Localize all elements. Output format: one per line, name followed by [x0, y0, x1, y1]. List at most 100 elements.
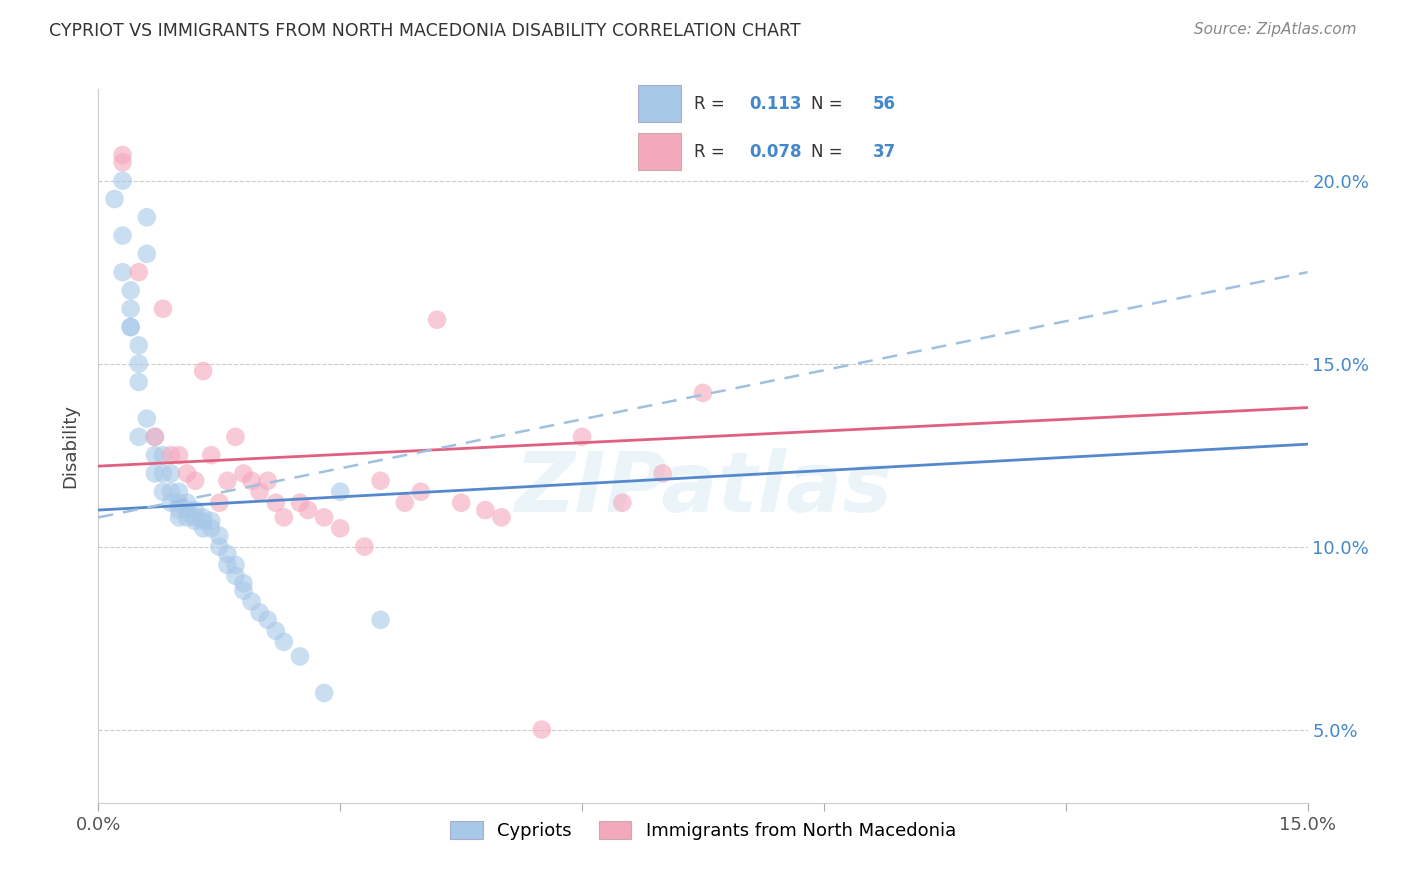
Text: 0.078: 0.078: [749, 143, 801, 161]
Point: [184, 474, 207, 488]
Point: [314, 510, 336, 524]
Point: [120, 284, 142, 298]
Point: [143, 430, 166, 444]
Point: [143, 448, 166, 462]
Point: [167, 503, 190, 517]
Point: [571, 430, 593, 444]
Point: [135, 247, 157, 261]
Point: [426, 312, 449, 326]
Point: [176, 467, 198, 481]
Point: [167, 448, 190, 462]
Text: ZIPatlas: ZIPatlas: [515, 449, 891, 529]
Text: 37: 37: [873, 143, 897, 161]
Point: [264, 496, 287, 510]
Point: [394, 496, 416, 510]
Text: Source: ZipAtlas.com: Source: ZipAtlas.com: [1194, 22, 1357, 37]
Text: N =: N =: [811, 143, 848, 161]
Point: [256, 613, 278, 627]
Point: [111, 228, 134, 243]
Point: [200, 514, 222, 528]
Point: [288, 649, 311, 664]
Point: [120, 320, 142, 334]
Point: [120, 320, 142, 334]
Point: [111, 265, 134, 279]
Point: [135, 211, 157, 225]
Point: [128, 338, 150, 352]
Point: [160, 448, 183, 462]
Text: R =: R =: [693, 95, 730, 112]
Point: [217, 558, 239, 572]
Point: [184, 510, 207, 524]
Point: [200, 521, 222, 535]
Point: [530, 723, 553, 737]
Point: [208, 496, 231, 510]
Point: [217, 547, 239, 561]
Point: [329, 521, 352, 535]
Point: [249, 606, 271, 620]
Point: [193, 510, 215, 524]
Point: [160, 496, 183, 510]
Text: 56: 56: [873, 95, 896, 112]
FancyBboxPatch shape: [638, 85, 682, 122]
Point: [224, 430, 246, 444]
Point: [370, 474, 392, 488]
Point: [152, 448, 174, 462]
Point: [193, 514, 215, 528]
Point: [224, 569, 246, 583]
Point: [208, 529, 231, 543]
Point: [273, 510, 295, 524]
Point: [240, 594, 263, 608]
Point: [256, 474, 278, 488]
Point: [249, 484, 271, 499]
Point: [128, 375, 150, 389]
Point: [208, 540, 231, 554]
Point: [184, 514, 207, 528]
Point: [240, 474, 263, 488]
Point: [184, 503, 207, 517]
Point: [288, 496, 311, 510]
Point: [474, 503, 496, 517]
Point: [297, 503, 319, 517]
Point: [200, 448, 222, 462]
Point: [273, 634, 295, 648]
Point: [128, 265, 150, 279]
Point: [409, 484, 432, 499]
Point: [103, 192, 125, 206]
Point: [232, 467, 254, 481]
Point: [450, 496, 472, 510]
Point: [370, 613, 392, 627]
Point: [692, 386, 714, 401]
Point: [160, 484, 183, 499]
Point: [128, 430, 150, 444]
Point: [176, 503, 198, 517]
Point: [264, 624, 287, 638]
Point: [651, 467, 673, 481]
Point: [143, 430, 166, 444]
Point: [314, 686, 336, 700]
Point: [193, 521, 215, 535]
Text: N =: N =: [811, 95, 848, 112]
Point: [612, 496, 634, 510]
Point: [217, 474, 239, 488]
Point: [329, 484, 352, 499]
Point: [224, 558, 246, 572]
Point: [160, 467, 183, 481]
Point: [120, 301, 142, 316]
Point: [111, 155, 134, 169]
Point: [167, 484, 190, 499]
Point: [111, 148, 134, 162]
Y-axis label: Disability: Disability: [62, 404, 80, 488]
Point: [152, 301, 174, 316]
Point: [111, 174, 134, 188]
Point: [176, 496, 198, 510]
Point: [176, 510, 198, 524]
FancyBboxPatch shape: [638, 133, 682, 170]
Text: CYPRIOT VS IMMIGRANTS FROM NORTH MACEDONIA DISABILITY CORRELATION CHART: CYPRIOT VS IMMIGRANTS FROM NORTH MACEDON…: [49, 22, 801, 40]
Point: [152, 484, 174, 499]
Point: [232, 576, 254, 591]
Point: [167, 510, 190, 524]
Point: [143, 467, 166, 481]
Point: [135, 411, 157, 425]
Legend: Cypriots, Immigrants from North Macedonia: Cypriots, Immigrants from North Macedoni…: [443, 814, 963, 847]
Text: 0.113: 0.113: [749, 95, 801, 112]
